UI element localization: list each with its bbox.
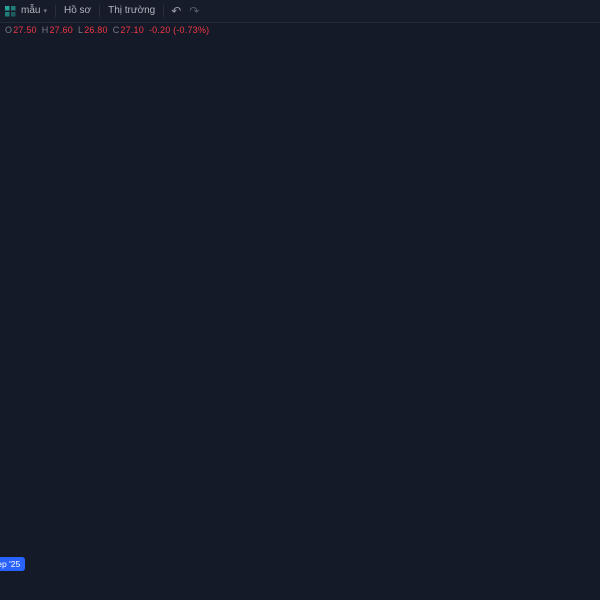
top-toolbar: mẫu ▾ Hồ sơ Thị trường ↶ ↷ — [0, 0, 600, 23]
redo-button[interactable]: ↷ — [185, 3, 203, 19]
profile-button[interactable]: Hồ sơ — [59, 4, 96, 18]
market-button[interactable]: Thị trường — [103, 4, 160, 18]
toolbar-separator — [99, 5, 101, 17]
layout-grid-icon[interactable] — [4, 5, 16, 17]
market-label: Thị trường — [108, 5, 156, 16]
toolbar-separator — [163, 5, 165, 17]
templates-label: mẫu — [21, 5, 41, 16]
chevron-down-icon: ▾ — [43, 7, 47, 15]
undo-button[interactable]: ↶ — [167, 3, 185, 19]
toolbar-separator — [54, 5, 56, 17]
date-badge[interactable]: 22 Sep '25 — [0, 557, 26, 571]
time-axis[interactable]: Apr May Jun Jul Aug Sep Oct Nov 25 Aug '… — [0, 553, 600, 600]
profile-label: Hồ sơ — [63, 5, 92, 16]
templates-button[interactable]: mẫu ▾ — [16, 4, 52, 18]
